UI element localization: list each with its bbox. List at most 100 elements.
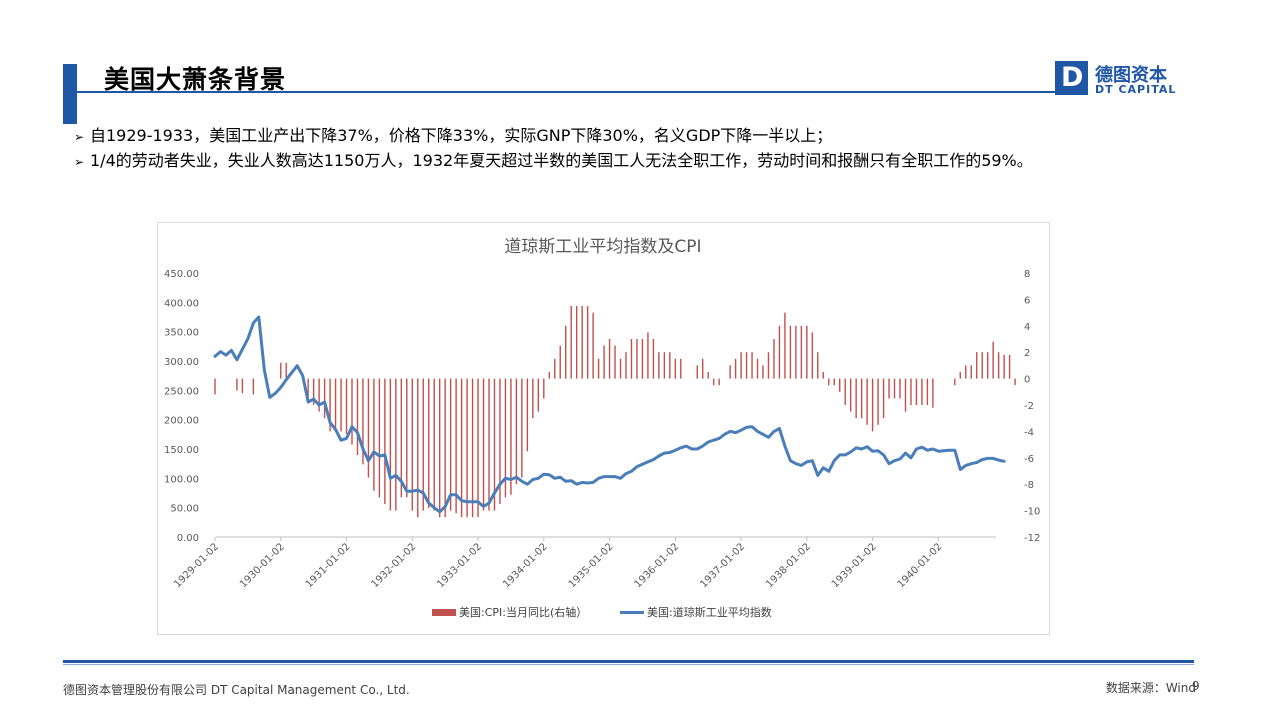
cpi-bar (340, 378, 342, 432)
cpi-bar (422, 378, 424, 511)
cpi-bar (893, 378, 896, 399)
title-accent-bar (63, 64, 77, 124)
cpi-bar (537, 378, 540, 412)
cpi-bar (625, 352, 627, 379)
footer-source: 数据来源：Wind (1105, 681, 1196, 695)
cpi-bar (1008, 354, 1011, 379)
cpi-bar (236, 378, 238, 391)
x-tick-label: 1940-01-02 (896, 541, 945, 590)
cpi-bar (526, 378, 529, 452)
cpi-bar (280, 362, 282, 379)
bullet-item: ➢ 自1929-1933，美国工业产出下降37%，价格下降33%，实际GNP下降3… (74, 124, 1033, 149)
cpi-bar (707, 372, 709, 379)
cpi-bar (959, 372, 961, 379)
logo-english-name: DT CAPITAL (1095, 83, 1177, 96)
cpi-bar (334, 378, 337, 432)
bullet-item: ➢ 1/4的劳动者失业，失业人数高达1150万人，1932年夏天超过半数的美国工人… (74, 149, 1033, 174)
cpi-bar (482, 378, 485, 511)
cpi-bar (877, 378, 879, 425)
cpi-bar (406, 378, 408, 498)
chart-container: 道琼斯工业平均指数及CPI 0.00 50.00 100.00 150.00 200.0… (157, 222, 1050, 635)
cpi-bar (493, 378, 496, 511)
x-tick-label: 1937-01-02 (698, 541, 747, 590)
cpi-bar (428, 378, 430, 508)
cpi-bar (586, 306, 589, 379)
cpi-bar (767, 352, 770, 379)
cpi-bar (515, 378, 518, 485)
cpi-bar (241, 378, 244, 394)
cpi-bar (592, 312, 594, 379)
cpi-bar (888, 378, 890, 399)
cpi-bar (362, 378, 364, 465)
cpi-bar (751, 352, 753, 379)
cpi-bar (680, 358, 682, 379)
y-right-tick-label: -6 (1024, 454, 1034, 465)
y-right-tick-label: 0 (1024, 375, 1030, 386)
arrow-bullet-icon: ➢ (74, 130, 85, 144)
cpi-bar (565, 325, 567, 379)
cpi-bar (345, 378, 348, 435)
cpi-bar (389, 378, 392, 511)
cpi-bar (411, 378, 413, 511)
cpi-bar (976, 352, 978, 379)
legend-label-cpi: 美国:CPI:当月同比(右轴） (459, 605, 587, 619)
cpi-bar (986, 352, 989, 379)
cpi-bar (844, 378, 846, 405)
cpi-bar (904, 378, 907, 412)
x-tick-label: 1938-01-02 (764, 541, 813, 590)
x-tick-label: 1933-01-02 (435, 541, 484, 590)
djia-cpi-chart: 道琼斯工业平均指数及CPI 0.00 50.00 100.00 150.00 200.0… (164, 237, 1040, 619)
x-tick-label: 1939-01-02 (830, 541, 879, 590)
cpi-bar (252, 378, 255, 395)
cpi-bar (581, 306, 583, 379)
cpi-bar (597, 358, 600, 379)
cpi-bar (822, 372, 824, 379)
y-right-tick-label: -10 (1024, 507, 1040, 518)
cpi-bar (915, 378, 918, 405)
cpi-bar (954, 378, 956, 386)
cpi-bar (647, 332, 649, 379)
arrow-bullet-icon: ➢ (74, 155, 85, 169)
cpi-bar (499, 378, 501, 504)
x-tick-label: 1936-01-02 (633, 541, 682, 590)
logo-letter: D (1061, 62, 1084, 93)
cpi-bar (619, 358, 622, 379)
cpi-bar (438, 378, 441, 518)
cpi-bar (740, 352, 742, 379)
cpi-bar (1003, 354, 1005, 379)
cpi-bar (997, 352, 1000, 379)
cpi-bar (329, 378, 331, 432)
cpi-bar (521, 378, 523, 478)
cpi-bar (981, 352, 983, 379)
cpi-bar (652, 339, 655, 379)
cpi-bar (384, 378, 386, 504)
chart-title: 道琼斯工业平均指数及CPI (504, 237, 701, 257)
cpi-bar (674, 358, 677, 379)
cpi-bar (608, 339, 611, 379)
cpi-bar (351, 378, 353, 445)
cpi-bar (532, 378, 534, 419)
cpi-bar (1014, 378, 1016, 386)
y-right-tick-label: 4 (1024, 322, 1030, 333)
cpi-bar (882, 378, 885, 419)
cpi-bar (318, 378, 320, 412)
cpi-bar (734, 358, 737, 379)
cpi-bar (449, 378, 452, 511)
cpi-bar (548, 372, 550, 379)
bullet-list: ➢ 自1929-1933，美国工业产出下降37%，价格下降33%，实际GNP下降3… (74, 124, 1033, 174)
cpi-bar (778, 325, 781, 379)
cpi-bar (444, 378, 446, 518)
cpi-bar (849, 378, 852, 412)
cpi-bar (641, 339, 644, 379)
cpi-bar (312, 378, 315, 405)
footer-divider-thin (63, 664, 1194, 665)
y-left-tick-label: 250.00 (164, 386, 199, 397)
logo-chinese-name: 德图资本 (1095, 65, 1167, 86)
cpi-bar (395, 378, 397, 511)
cpi-bar (433, 378, 435, 511)
cpi-bar (773, 339, 775, 379)
cpi-bar (871, 378, 874, 432)
y-right-tick-label: -8 (1024, 480, 1034, 491)
footer-divider (63, 660, 1194, 663)
y-left-tick-label: 300.00 (164, 357, 199, 368)
